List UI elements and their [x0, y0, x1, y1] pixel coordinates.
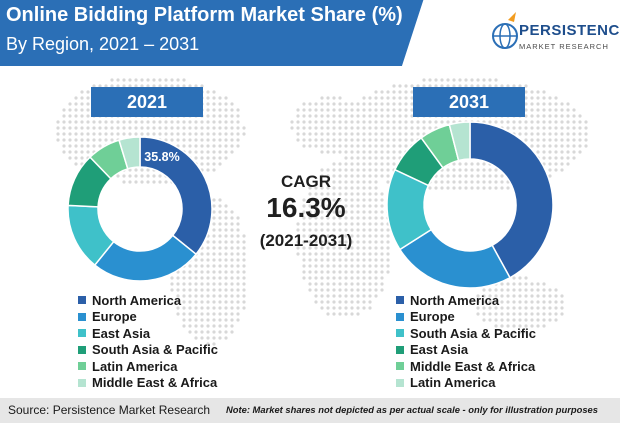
legend-swatch	[396, 378, 404, 387]
legend-label: Latin America	[410, 375, 496, 391]
donut-chart-2021: 35.8%	[67, 136, 213, 282]
year-tab-2021: 2021	[91, 87, 203, 117]
footer-bar: Source: Persistence Market Research Note…	[0, 398, 620, 423]
legend-item-2031: East Asia	[396, 342, 536, 359]
chart-title: Online Bidding Platform Market Share (%)	[6, 4, 403, 26]
legend-label: Middle East & Africa	[92, 375, 218, 391]
title-banner-cut	[397, 0, 438, 66]
legend-item-2021: Latin America	[78, 358, 218, 375]
cagr-period: (2021-2031)	[259, 231, 353, 250]
legend-label: North America	[410, 292, 500, 308]
legend-item-2021: South Asia & Pacific	[78, 342, 218, 359]
donut-slice-2031-latin-america	[448, 121, 471, 162]
year-tab-label: 2021	[126, 92, 168, 112]
legend-2031: North America Europe South Asia & Pacific E…	[396, 292, 536, 391]
legend-item-2031: North America	[396, 292, 536, 309]
legend-label: Middle East & Africa	[410, 358, 536, 374]
year-tab-label: 2031	[448, 92, 490, 112]
globe-logo-icon	[492, 12, 518, 49]
footer-note: Note: Market shares not depicted as per …	[226, 404, 598, 415]
footer-source: Source: Persistence Market Research	[8, 403, 211, 417]
legend-item-2031: Latin America	[396, 375, 536, 392]
donut-slice-2021-north-america	[139, 136, 213, 256]
legend-label: South Asia & Pacific	[410, 325, 536, 341]
slice-data-label: 35.8%	[144, 150, 179, 164]
donut-slice-2031-north-america	[469, 121, 554, 279]
title-banner: Online Bidding Platform Market Share (%)…	[0, 0, 438, 66]
legend-swatch	[78, 296, 86, 305]
donut-chart-2031	[386, 121, 554, 289]
legend-swatch	[78, 329, 86, 338]
donut-slice-2021-middle-east-africa	[118, 136, 141, 170]
cagr-value: 16.3%	[266, 192, 346, 223]
legend-label: East Asia	[410, 342, 469, 358]
legend-item-2021: Middle East & Africa	[78, 375, 218, 392]
legend-item-2021: Europe	[78, 309, 218, 326]
legend-item-2021: North America	[78, 292, 218, 309]
legend-swatch	[78, 378, 86, 387]
legend-swatch	[78, 362, 86, 371]
legend-item-2031: Middle East & Africa	[396, 358, 536, 375]
legend-swatch	[78, 345, 86, 354]
legend-item-2031: Europe	[396, 309, 536, 326]
legend-label: Europe	[410, 309, 455, 325]
legend-label: North America	[92, 292, 182, 308]
legend-swatch	[396, 296, 404, 305]
logo-tagline: MARKET RESEARCH	[519, 42, 609, 51]
legend-swatch	[396, 345, 404, 354]
chart-subtitle: By Region, 2021 – 2031	[6, 34, 200, 54]
legend-swatch	[396, 362, 404, 371]
logo-name: PERSISTENCE	[519, 22, 620, 39]
legend-swatch	[78, 312, 86, 321]
legend-item-2021: East Asia	[78, 325, 218, 342]
legend-swatch	[396, 329, 404, 338]
legend-swatch	[396, 312, 404, 321]
legend-2021: North America Europe East Asia South Asia &…	[78, 292, 218, 391]
legend-label: Latin America	[92, 358, 178, 374]
legend-label: South Asia & Pacific	[92, 342, 218, 358]
legend-item-2031: South Asia & Pacific	[396, 325, 536, 342]
legend-label: East Asia	[92, 325, 151, 341]
cagr-label: CAGR	[280, 172, 332, 191]
legend-label: Europe	[92, 309, 137, 325]
year-tab-2031: 2031	[413, 87, 525, 117]
